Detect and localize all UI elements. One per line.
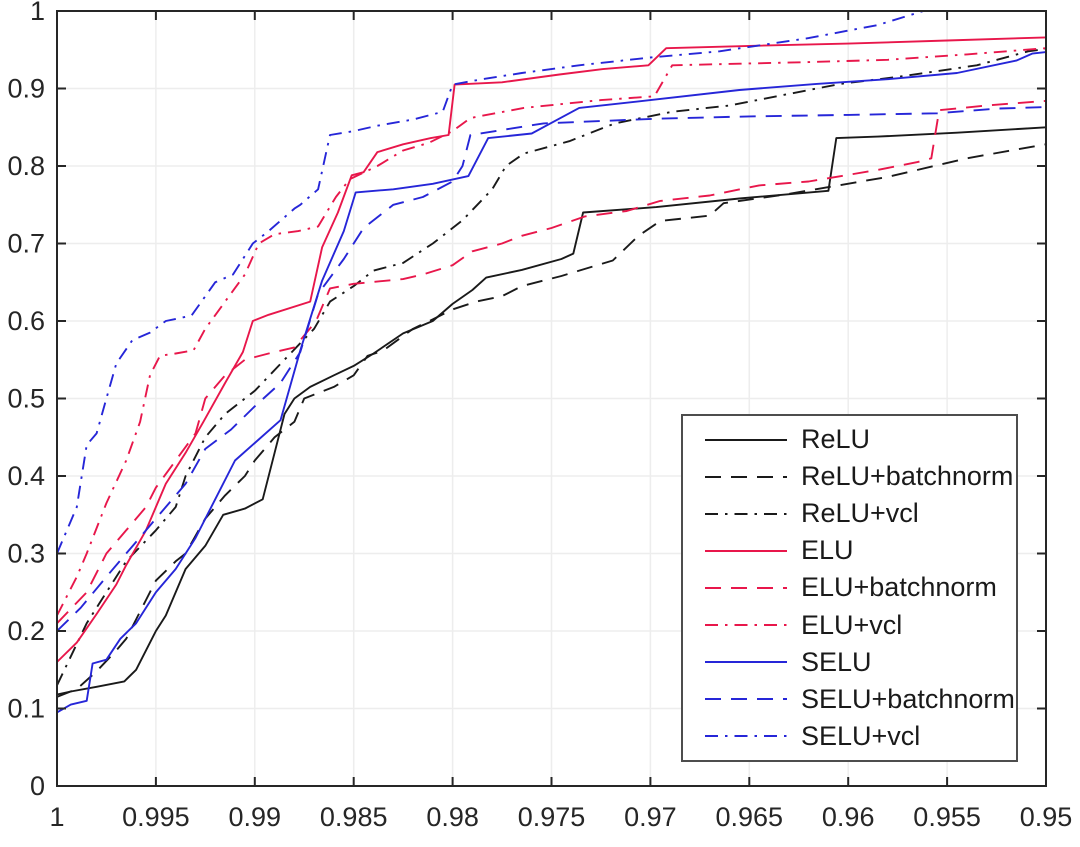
- legend-label: SELU+batchnorm: [801, 683, 1015, 714]
- legend-line-sample-solid: [705, 438, 787, 441]
- legend-label: ReLU+vcl: [801, 498, 919, 529]
- y-axis-tick-label: 0.3: [7, 539, 45, 569]
- x-axis-tick-label: 0.965: [716, 802, 784, 832]
- x-axis-tick-label: 0.99: [229, 802, 282, 832]
- y-axis-tick-label: 1: [30, 0, 45, 26]
- legend-line-sample-solid: [705, 661, 787, 664]
- y-axis-tick-label: 0.1: [7, 694, 45, 724]
- series-ELU+batchnorm: [56, 99, 1047, 624]
- legend-item-ELU: ELU: [703, 534, 1012, 568]
- legend-line-sample-dashdot: [705, 512, 787, 515]
- y-axis-tick-label: 0: [30, 771, 45, 801]
- y-axis-tick-label: 0.6: [7, 306, 45, 336]
- y-axis-tick-label: 0.9: [7, 74, 45, 104]
- x-axis-tick-label: 1: [49, 802, 64, 832]
- legend-item-SELU+batchnorm: SELU+batchnorm: [703, 682, 1015, 716]
- y-axis-tick-label: 0.8: [7, 151, 45, 181]
- legend-line-sample-dashdot: [705, 735, 787, 738]
- series-ReLU: [56, 126, 1047, 696]
- legend-label: ReLU+batchnorm: [801, 461, 1014, 492]
- x-axis-tick-label: 0.975: [518, 802, 586, 832]
- legend-item-SELU+vcl: SELU+vcl: [703, 719, 1012, 753]
- y-axis-tick-label: 0.4: [7, 461, 45, 491]
- legend-item-ELU+vcl: ELU+vcl: [703, 608, 1012, 642]
- legend-line-sample-dashed: [705, 475, 787, 478]
- legend-line-sample-dashdot: [705, 624, 787, 627]
- legend-label: ELU: [801, 535, 854, 566]
- series-SELU+vcl: [56, 10, 924, 554]
- series-ELU+vcl: [56, 47, 1047, 616]
- x-axis-tick-label: 0.985: [320, 802, 388, 832]
- x-axis-tick-label: 0.97: [624, 802, 677, 832]
- series-ELU: [56, 36, 1047, 663]
- legend-item-ELU+batchnorm: ELU+batchnorm: [703, 571, 1012, 605]
- legend-item-SELU: SELU: [703, 645, 1012, 679]
- legend-line-sample-dashed: [705, 586, 787, 589]
- legend: ReLU ReLU+batchnorm ReLU+vcl ELU ELU+batchno…: [681, 414, 1018, 762]
- legend-label: SELU+vcl: [801, 720, 921, 751]
- series-ReLU+vcl: [56, 48, 1047, 686]
- x-axis-tick-label: 0.955: [913, 802, 981, 832]
- x-axis-tick-label: 0.98: [426, 802, 479, 832]
- x-axis-tick-label: 0.95: [1020, 802, 1073, 832]
- legend-label: SELU: [801, 646, 872, 677]
- y-axis-tick-label: 0.5: [7, 384, 45, 414]
- series-ReLU+batchnorm: [56, 143, 1047, 698]
- y-axis-tick-label: 0.7: [7, 229, 45, 259]
- legend-line-sample-dashed: [705, 698, 787, 701]
- legend-line-sample-solid: [705, 549, 787, 552]
- legend-item-ReLU+vcl: ReLU+vcl: [703, 497, 1012, 531]
- legend-label: ReLU: [801, 424, 871, 455]
- series-SELU+batchnorm: [56, 106, 1047, 632]
- legend-item-ReLU+batchnorm: ReLU+batchnorm: [703, 460, 1014, 494]
- legend-label: ELU+batchnorm: [801, 572, 997, 603]
- legend-label: ELU+vcl: [801, 609, 903, 640]
- legend-item-ReLU: ReLU: [703, 423, 1012, 457]
- series-SELU: [56, 51, 1047, 786]
- x-axis-tick-label: 0.96: [822, 802, 875, 832]
- x-axis-tick-label: 0.995: [122, 802, 190, 832]
- y-axis-tick-label: 0.2: [7, 616, 45, 646]
